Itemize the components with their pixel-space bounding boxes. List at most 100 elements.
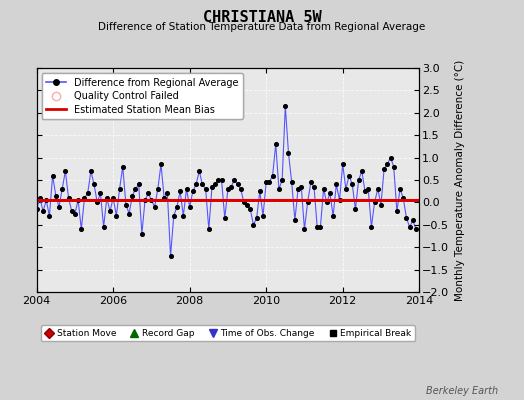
Point [83,190,92,197]
Point [163,190,171,197]
Point [285,150,293,156]
Point [195,168,203,174]
Point [249,222,258,228]
Point [77,226,85,232]
Point [262,179,270,186]
Point [265,179,274,186]
Point [406,224,414,230]
Point [386,154,395,161]
Point [307,179,315,186]
Point [221,215,229,221]
Point [96,190,105,197]
Point [361,188,369,194]
Point [294,186,302,192]
Point [80,195,89,201]
Point [208,184,216,190]
Point [64,195,73,201]
Point [339,161,347,168]
Point [144,190,152,197]
Point [370,199,379,206]
Point [106,208,114,214]
Point [364,186,373,192]
Legend: Station Move, Record Gap, Time of Obs. Change, Empirical Break: Station Move, Record Gap, Time of Obs. C… [41,325,414,342]
Point [176,188,184,194]
Point [74,197,82,203]
Y-axis label: Monthly Temperature Anomaly Difference (°C): Monthly Temperature Anomaly Difference (… [455,59,465,301]
Point [68,208,76,214]
Point [173,204,181,210]
Point [233,181,242,188]
Point [135,181,143,188]
Point [227,184,235,190]
Point [323,199,331,206]
Point [100,224,108,230]
Point [351,206,359,212]
Point [179,213,188,219]
Point [147,197,156,203]
Point [383,161,391,168]
Point [402,215,411,221]
Point [392,208,401,214]
Point [256,188,264,194]
Point [367,224,376,230]
Point [342,186,350,192]
Point [42,197,50,203]
Point [230,177,238,183]
Point [141,197,149,203]
Point [217,177,226,183]
Legend: Difference from Regional Average, Quality Control Failed, Estimated Station Mean: Difference from Regional Average, Qualit… [41,73,243,119]
Point [319,186,328,192]
Point [58,186,67,192]
Point [45,213,53,219]
Point [166,253,174,259]
Point [192,181,200,188]
Point [310,184,318,190]
Point [71,210,79,217]
Point [48,172,57,179]
Point [300,226,309,232]
Point [51,192,60,199]
Point [246,206,255,212]
Point [128,192,136,199]
Point [253,215,261,221]
Point [189,188,197,194]
Point [109,195,117,201]
Point [214,177,223,183]
Point [271,141,280,147]
Point [332,181,341,188]
Point [303,199,312,206]
Point [115,186,124,192]
Text: Berkeley Earth: Berkeley Earth [425,386,498,396]
Point [93,199,102,206]
Point [396,186,404,192]
Point [160,195,168,201]
Point [354,177,363,183]
Point [198,181,206,188]
Point [326,190,334,197]
Point [201,186,210,192]
Point [291,217,299,224]
Point [374,186,382,192]
Point [377,202,385,208]
Point [122,202,130,208]
Point [243,202,251,208]
Point [118,163,127,170]
Point [36,195,44,201]
Point [86,168,95,174]
Point [316,224,324,230]
Point [329,213,337,219]
Text: CHRISTIANA 5W: CHRISTIANA 5W [203,10,321,25]
Point [389,163,398,170]
Point [90,181,98,188]
Point [281,103,289,109]
Point [288,179,296,186]
Point [138,230,146,237]
Point [157,161,165,168]
Point [268,172,277,179]
Point [55,204,63,210]
Point [61,168,70,174]
Point [259,213,267,219]
Point [32,206,41,212]
Point [204,226,213,232]
Point [348,181,356,188]
